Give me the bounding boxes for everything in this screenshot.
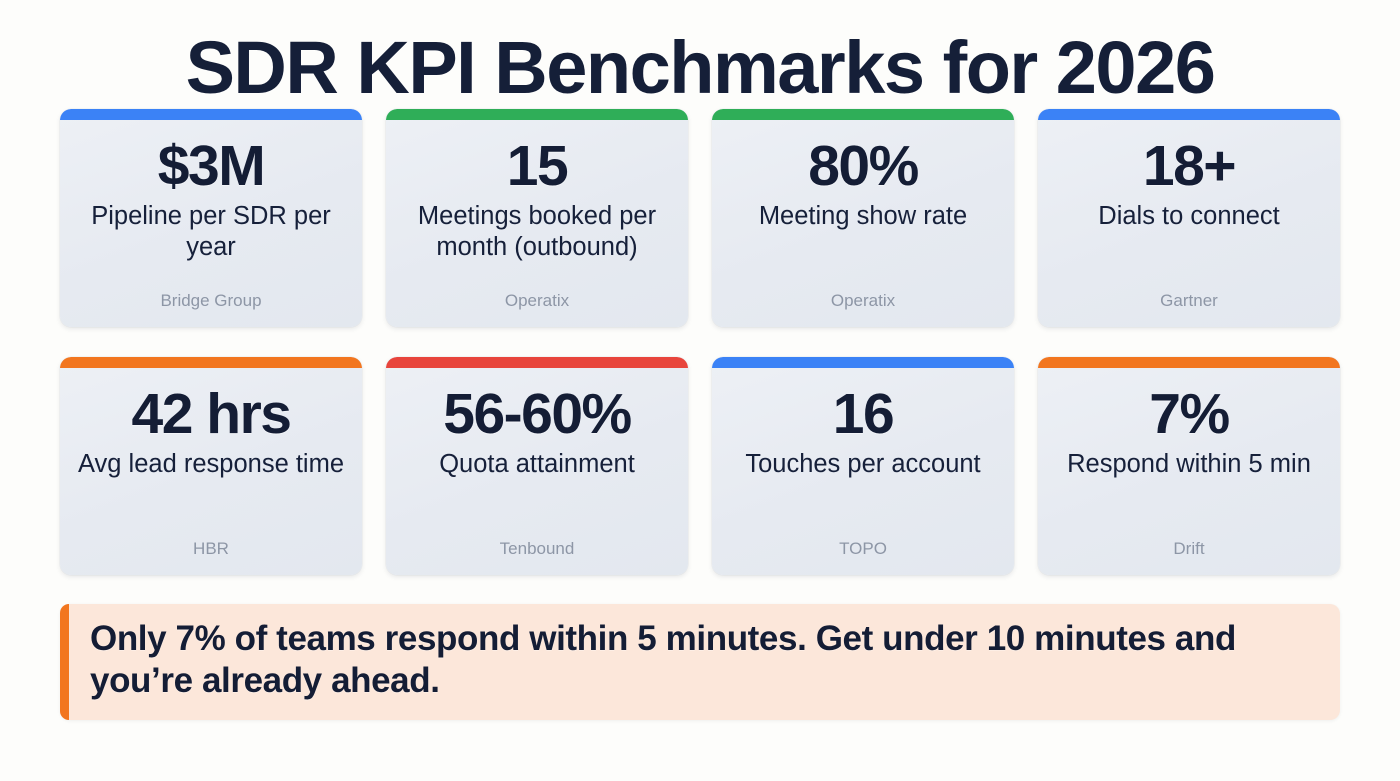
kpi-label: Respond within 5 min [1067, 450, 1311, 479]
kpi-label: Pipeline per SDR per year [91, 202, 331, 261]
kpi-value: 80% [808, 134, 919, 198]
card-body: 16 Touches per account [724, 357, 1002, 539]
kpi-card: 42 hrs Avg lead response time HBR [60, 357, 362, 575]
card-body: 42 hrs Avg lead response time [72, 357, 350, 539]
kpi-source: TOPO [839, 538, 887, 558]
kpi-label: Meetings booked per month (outbound) [417, 202, 657, 261]
card-accent-bar-blue [60, 109, 362, 120]
card-body: 15 Meetings booked per month (outbound) [398, 109, 676, 291]
card-accent-bar-blue [712, 357, 1014, 368]
kpi-value: 42 hrs [131, 382, 292, 446]
kpi-card: 7% Respond within 5 min Drift [1038, 357, 1340, 575]
kpi-card: $3M Pipeline per SDR per year Bridge Gro… [60, 109, 362, 327]
kpi-source: Drift [1173, 538, 1205, 558]
kpi-source: Operatix [504, 290, 570, 310]
kpi-source: Tenbound [499, 538, 575, 558]
kpi-value: $3M [157, 134, 266, 198]
kpi-card: 80% Meeting show rate Operatix [712, 109, 1014, 327]
card-accent-bar-green [712, 109, 1014, 120]
kpi-card: 16 Touches per account TOPO [712, 357, 1014, 575]
kpi-value: 7% [1149, 382, 1230, 446]
kpi-label: Quota attainment [439, 450, 635, 479]
card-accent-bar-blue [1038, 109, 1340, 120]
page-title: SDR KPI Benchmarks for 2026 [185, 26, 1216, 109]
card-accent-bar-orange [60, 357, 362, 368]
kpi-label: Meeting show rate [758, 202, 968, 231]
kpi-label: Touches per account [745, 450, 981, 479]
kpi-card: 15 Meetings booked per month (outbound) … [386, 109, 688, 327]
kpi-value: 56-60% [443, 382, 632, 446]
card-accent-bar-green [386, 109, 688, 120]
kpi-label: Avg lead response time [77, 450, 345, 479]
kpi-source: Operatix [830, 290, 896, 310]
kpi-source: Gartner [1160, 290, 1218, 310]
kpi-card: 18+ Dials to connect Gartner [1038, 109, 1340, 327]
callout-banner: Only 7% of teams respond within 5 minute… [60, 604, 1340, 720]
kpi-label: Dials to connect [1098, 202, 1280, 231]
kpi-card: 56-60% Quota attainment Tenbound [386, 357, 688, 575]
kpi-value: 15 [506, 134, 569, 198]
callout-accent-bar [60, 604, 69, 720]
card-accent-bar-red [386, 357, 688, 368]
card-body: 7% Respond within 5 min [1050, 357, 1328, 539]
card-body: 18+ Dials to connect [1050, 109, 1328, 291]
kpi-value: 16 [832, 382, 895, 446]
card-body: 56-60% Quota attainment [398, 357, 676, 539]
callout-text: Only 7% of teams respond within 5 minute… [90, 619, 1236, 700]
card-body: $3M Pipeline per SDR per year [72, 109, 350, 291]
kpi-value: 18+ [1142, 134, 1237, 198]
kpi-source: HBR [193, 538, 229, 558]
card-accent-bar-orange [1038, 357, 1340, 368]
card-body: 80% Meeting show rate [724, 109, 1002, 291]
kpi-card-grid: $3M Pipeline per SDR per year Bridge Gro… [60, 109, 1340, 575]
kpi-source: Bridge Group [160, 290, 262, 310]
